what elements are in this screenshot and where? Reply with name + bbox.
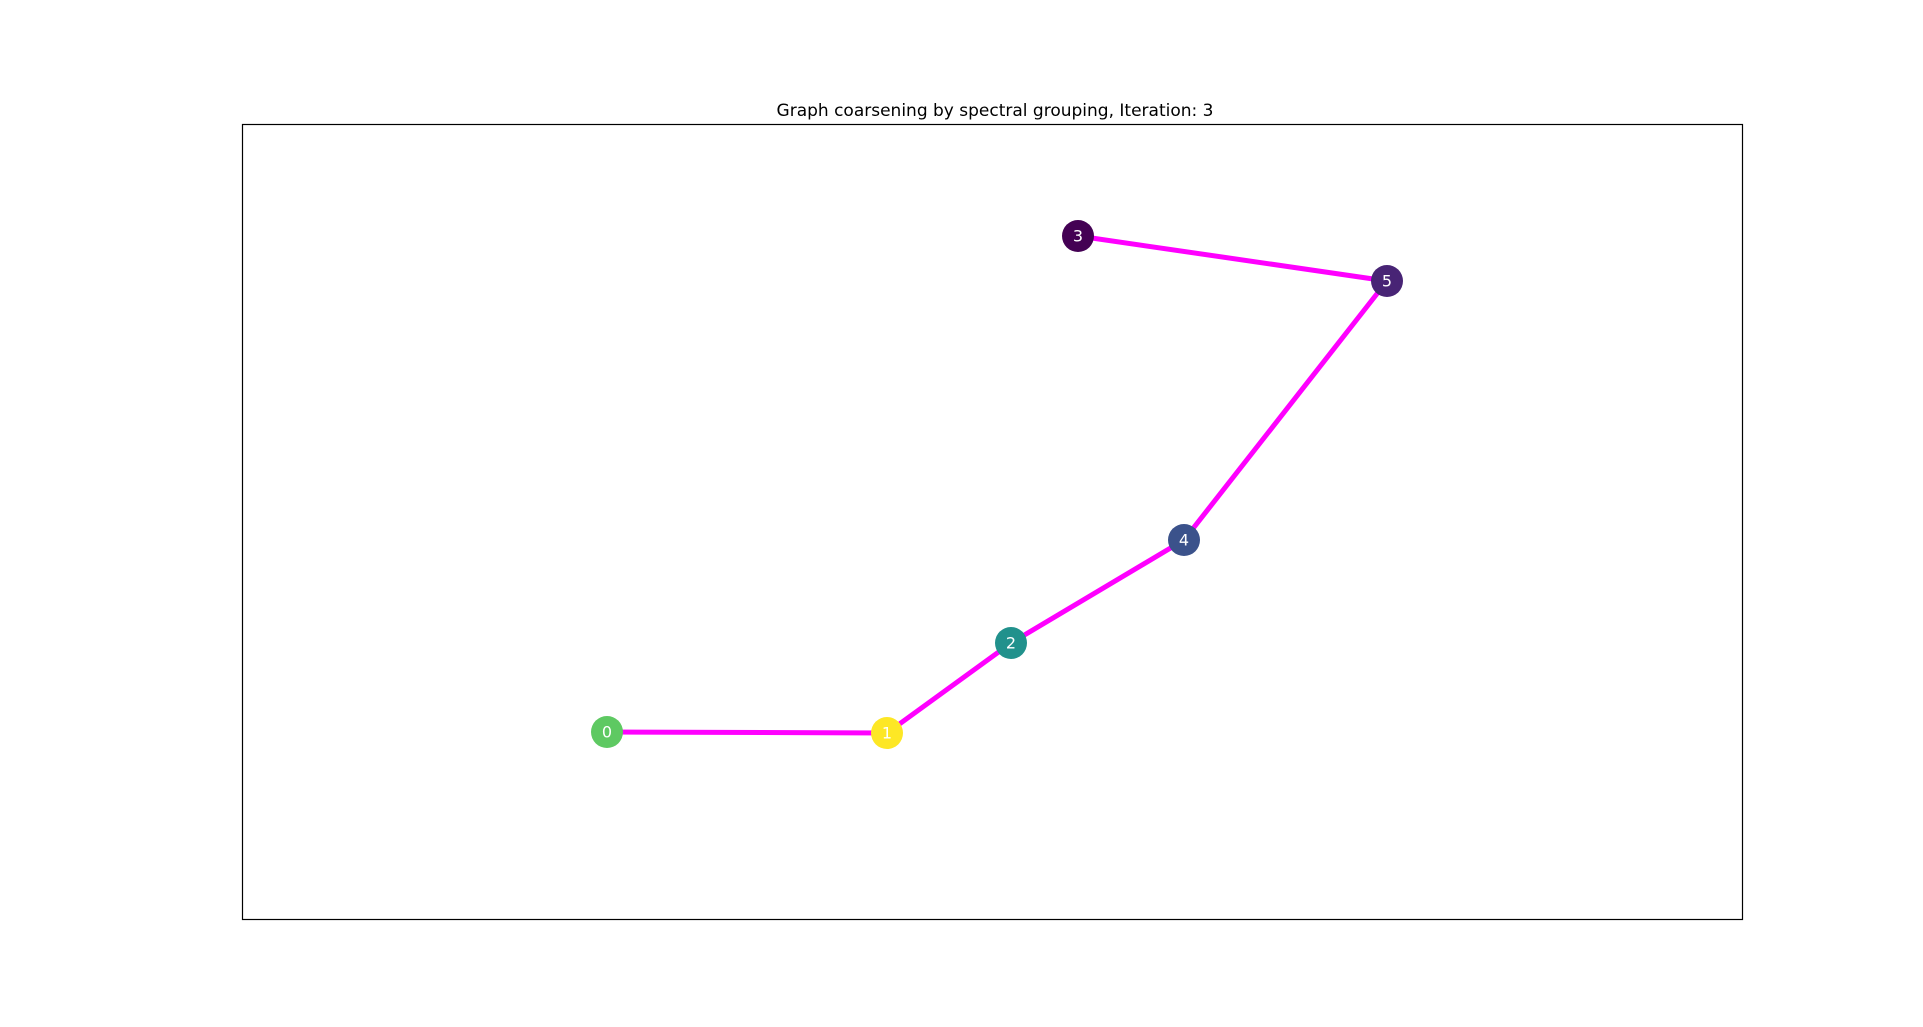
edge-0-1 xyxy=(607,732,887,733)
node-0-label: 0 xyxy=(602,723,612,742)
node-1-label: 1 xyxy=(882,724,892,743)
node-3: 3 xyxy=(1062,220,1094,252)
node-2: 2 xyxy=(995,627,1027,659)
node-3-label: 3 xyxy=(1073,227,1083,246)
node-5-label: 5 xyxy=(1382,272,1392,291)
node-4-label: 4 xyxy=(1179,531,1189,550)
node-2-label: 2 xyxy=(1006,634,1016,653)
node-4: 4 xyxy=(1168,524,1200,556)
node-1: 1 xyxy=(871,717,903,749)
node-5: 5 xyxy=(1371,265,1403,297)
node-0: 0 xyxy=(591,716,623,748)
plot-title: Graph coarsening by spectral grouping, I… xyxy=(777,101,1214,121)
